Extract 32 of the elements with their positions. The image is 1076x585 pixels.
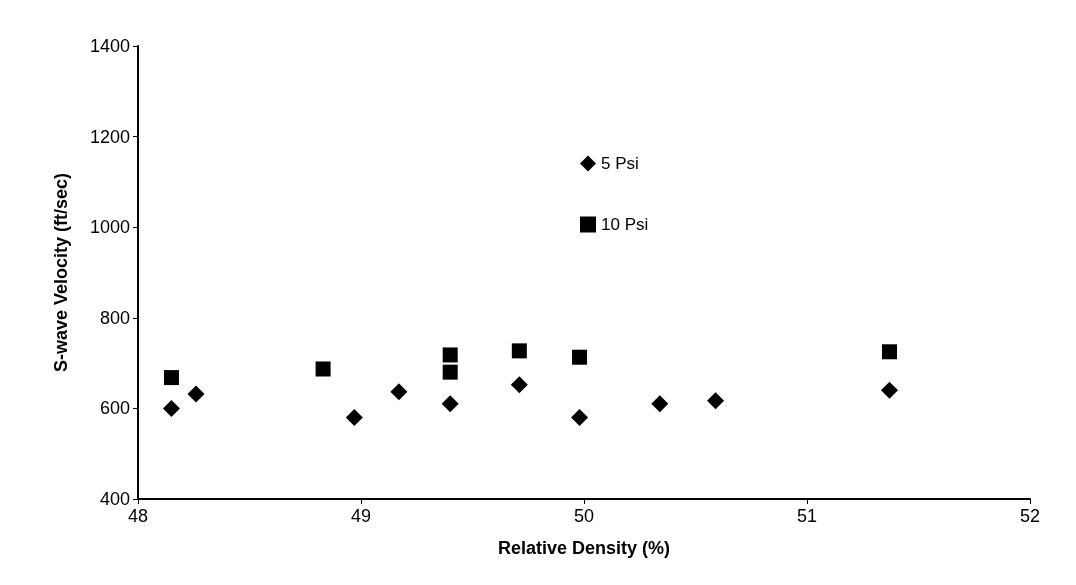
point bbox=[571, 408, 589, 426]
y-tick-label: 400 bbox=[99, 489, 130, 509]
y-tick-label: 600 bbox=[99, 398, 130, 419]
point bbox=[882, 344, 898, 360]
y-tick-label: 1400 bbox=[89, 36, 130, 56]
y-axis-title: S-wave Velocity (ft/sec) bbox=[51, 172, 71, 373]
point bbox=[162, 399, 180, 417]
point bbox=[442, 364, 458, 380]
point bbox=[572, 349, 588, 365]
y-tick-label: 1200 bbox=[89, 126, 130, 147]
point bbox=[163, 370, 179, 386]
point bbox=[187, 385, 205, 403]
x-tick-label: 49 bbox=[350, 506, 372, 526]
point bbox=[442, 347, 458, 363]
point bbox=[441, 395, 459, 413]
point bbox=[651, 395, 669, 413]
x-tick-label: 52 bbox=[1019, 506, 1041, 526]
x-tick-label: 48 bbox=[127, 506, 149, 526]
legend-label: 5 Psi bbox=[601, 154, 639, 173]
point bbox=[315, 361, 331, 377]
point bbox=[345, 408, 363, 426]
point bbox=[390, 383, 408, 401]
point bbox=[511, 343, 527, 359]
y-tick-label: 800 bbox=[99, 307, 130, 328]
x-tick-label: 51 bbox=[796, 506, 818, 526]
y-tick-label: 1000 bbox=[89, 217, 130, 238]
x-axis-title: Relative Density (%) bbox=[497, 538, 671, 558]
point bbox=[707, 392, 725, 410]
legend-label: 10 Psi bbox=[601, 215, 649, 234]
x-tick-label: 50 bbox=[573, 506, 595, 526]
point bbox=[510, 376, 528, 394]
point bbox=[881, 381, 899, 399]
